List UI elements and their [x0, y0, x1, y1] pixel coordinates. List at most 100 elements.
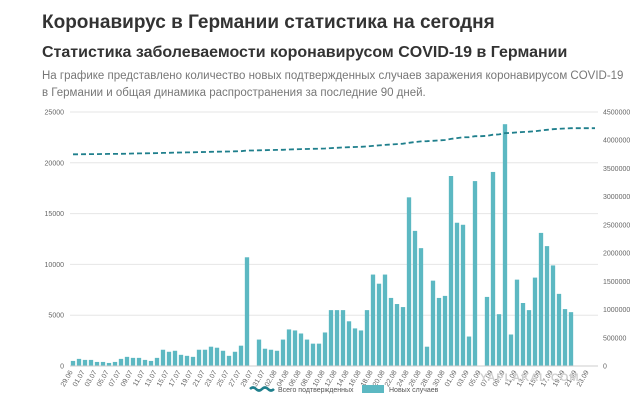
bar	[238, 345, 244, 366]
bar	[514, 279, 520, 366]
y-right-tick-label: 4500000	[603, 110, 630, 117]
bar	[70, 360, 76, 366]
bar	[550, 265, 556, 366]
y-right-tick-label: 2500000	[603, 222, 630, 229]
bar	[544, 246, 550, 366]
y-right-tick-label: 0	[603, 364, 607, 371]
bar	[400, 307, 406, 366]
bar	[298, 333, 304, 366]
bars	[70, 124, 574, 366]
bar	[412, 230, 418, 366]
bar	[364, 310, 370, 366]
bar	[76, 358, 82, 366]
bar	[184, 355, 190, 366]
bar	[118, 358, 124, 366]
bar	[166, 351, 172, 366]
bar	[424, 346, 430, 366]
total-line	[73, 127, 595, 156]
bar	[262, 348, 268, 366]
watermark-text: YAPLAKAL.COM	[480, 372, 580, 384]
bar	[292, 330, 298, 366]
bar	[214, 347, 220, 366]
bar	[112, 361, 118, 366]
bar	[388, 297, 394, 366]
bar	[232, 351, 238, 366]
legend[interactable]: Всего подтвержденных Новых случаев	[249, 385, 439, 394]
chart-subtitle: Статистика заболеваемости коронавирусом …	[42, 44, 568, 61]
bar	[136, 357, 142, 366]
bar	[106, 362, 112, 366]
bar	[538, 232, 544, 366]
grid-lines	[70, 111, 598, 367]
bar	[226, 355, 232, 366]
bar	[316, 343, 322, 366]
bar	[100, 361, 106, 366]
bar	[352, 328, 358, 366]
bar	[508, 334, 514, 366]
bar	[556, 293, 562, 366]
bar	[568, 312, 574, 366]
bar	[526, 310, 532, 366]
legend-bar-swatch	[362, 385, 384, 393]
bar	[472, 181, 478, 366]
bar	[436, 297, 442, 366]
bar	[130, 357, 136, 366]
bar	[484, 296, 490, 366]
bar	[274, 350, 280, 366]
bar	[208, 346, 214, 366]
y-right-tick-label: 1500000	[603, 279, 630, 286]
y-right-tick-label: 3500000	[603, 166, 630, 173]
y-left-tick-label: 0	[60, 364, 64, 371]
bar	[394, 304, 400, 366]
bar	[310, 343, 316, 366]
bar	[286, 329, 292, 366]
chart-description: На графике представлено количество новых…	[42, 70, 624, 99]
page-title: Коронавирус в Германии статистика на сег…	[42, 12, 495, 33]
bar	[142, 359, 148, 366]
bar	[304, 339, 310, 366]
bar	[382, 274, 388, 366]
bar	[154, 357, 160, 366]
bar	[82, 359, 88, 366]
bar	[148, 360, 154, 366]
bar	[442, 295, 448, 366]
bar	[460, 224, 466, 366]
bar	[94, 361, 100, 366]
legend-line-swatch	[249, 386, 275, 392]
y-left-tick-label: 5000	[48, 313, 64, 320]
bar	[466, 336, 472, 366]
bar	[496, 314, 502, 366]
bar	[280, 339, 286, 366]
bar	[196, 349, 202, 366]
bar	[430, 280, 436, 366]
axes: 0 5000 10000 15000 20000 25000 0 500000 1000000 1…	[45, 110, 631, 389]
bar	[220, 350, 226, 366]
bar	[358, 330, 364, 366]
bar	[448, 176, 454, 366]
bar	[490, 171, 496, 366]
legend-label-total[interactable]: Всего подтвержденных	[278, 387, 354, 394]
y-right-tick-label: 4000000	[603, 138, 630, 145]
bar	[406, 197, 412, 366]
y-right-tick-label: 3000000	[603, 194, 630, 201]
bar	[88, 359, 94, 366]
bar	[178, 354, 184, 366]
bar	[160, 349, 166, 366]
y-right-tick-label: 1000000	[603, 307, 630, 314]
bar	[256, 339, 262, 366]
bar	[562, 309, 568, 366]
legend-label-new[interactable]: Новых случаев	[389, 387, 439, 394]
bar	[340, 310, 346, 366]
bar	[124, 356, 130, 366]
y-right-tick-label: 2000000	[603, 251, 630, 258]
y-left-tick-label: 25000	[45, 110, 65, 117]
bar	[268, 349, 274, 366]
bar	[244, 257, 250, 366]
bar	[454, 222, 460, 366]
bar	[370, 274, 376, 366]
bar	[346, 321, 352, 366]
y-left-tick-label: 20000	[45, 160, 65, 167]
bar	[418, 248, 424, 366]
bar	[202, 349, 208, 366]
